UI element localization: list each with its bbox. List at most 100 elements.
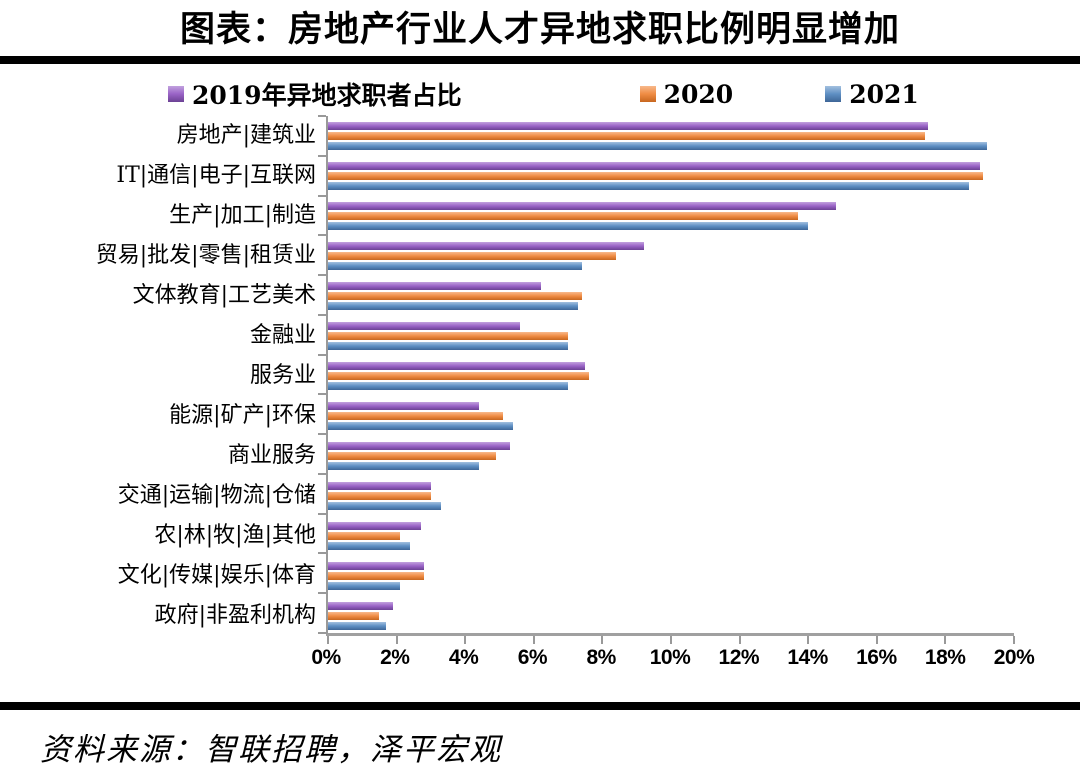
- bar-group: [328, 116, 1014, 156]
- x-axis-tick: [395, 636, 398, 644]
- bar-group: [328, 436, 1014, 476]
- y-axis-tick: [318, 194, 326, 197]
- bar-group: [328, 476, 1014, 516]
- bar-series-2020: [328, 372, 589, 380]
- y-axis-tick: [318, 353, 326, 356]
- bar-series-2020: [328, 292, 582, 300]
- x-axis-tick: [875, 636, 878, 644]
- plot-area: [318, 115, 1015, 644]
- x-axis-labels: 0% 2% 4% 6% 8% 10% 12% 14% 16% 18% 20%: [311, 646, 1034, 672]
- bar-series-2020: [328, 172, 984, 180]
- bar-series-2021: [328, 502, 442, 510]
- bar-group: [328, 356, 1014, 396]
- category-labels: 房地产|建筑业 IT|通信|电子|互联网 生产|加工|制造 贸易|批发|零售|租赁业文…: [0, 116, 326, 636]
- bar-group: [328, 516, 1014, 556]
- x-axis-tick: [1013, 636, 1015, 644]
- category-label: 房地产|建筑业: [176, 123, 316, 148]
- x-axis-label: 12%: [718, 646, 760, 669]
- x-axis-label: 16%: [856, 646, 897, 669]
- y-axis-tick: [318, 512, 326, 515]
- legend-label-2019: 2019年异地求职者占比: [192, 81, 462, 110]
- bar-series-2021: [328, 182, 970, 190]
- category-label: 能源|矿产|环保: [169, 403, 316, 428]
- y-axis-tick: [318, 592, 326, 595]
- legend-item-2019: 2019年异地求职者占比: [168, 76, 462, 112]
- x-axis-label: 0%: [311, 646, 341, 669]
- footer-rule: [0, 702, 1080, 710]
- legend-label-2021: 2021: [849, 79, 919, 109]
- x-axis-tick: [532, 636, 535, 644]
- bar-group: [328, 556, 1014, 596]
- x-axis-tick: [327, 636, 329, 644]
- page-title: 图表：房地产行业人才异地求职比例明显增加: [179, 9, 900, 50]
- x-axis-tick: [670, 636, 672, 644]
- bar-group: [328, 236, 1014, 276]
- bar-series-2019: [328, 482, 431, 490]
- bar-series-2020: [328, 252, 617, 260]
- legend-swatch-2021-icon: [825, 86, 842, 102]
- legend-label-2020: 2020: [663, 79, 734, 109]
- category-label: 农|林|牧|渔|其他: [154, 523, 316, 548]
- legend-item-2021: 2021: [825, 80, 919, 109]
- bar-series-2020: [328, 452, 497, 460]
- x-axis-label: 20%: [993, 646, 1035, 669]
- bar-series-2019: [328, 522, 421, 530]
- bar-series-2019: [328, 402, 479, 410]
- legend-swatch-2019-icon: [168, 86, 184, 102]
- bar-series-2021: [328, 462, 479, 470]
- bar-series-2020: [328, 332, 569, 340]
- bar-series-2020: [328, 492, 431, 500]
- y-axis-tick: [318, 313, 326, 316]
- y-axis-tick: [318, 234, 326, 237]
- bar-series-2019: [328, 562, 425, 570]
- y-axis-tick: [318, 154, 326, 157]
- y-axis-tick: [318, 552, 326, 555]
- category-label: IT|通信|电子|互联网: [116, 163, 316, 188]
- bar-series-2020: [328, 132, 925, 140]
- category-label: 商业服务: [227, 443, 316, 468]
- legend-swatch-2020-icon: [639, 86, 656, 102]
- y-axis-tick: [318, 632, 326, 634]
- bar-series-2019: [328, 442, 510, 450]
- chart-legend: 2019年异地求职者占比 2020 2021: [168, 78, 1080, 110]
- bar-series-2019: [328, 122, 929, 130]
- bar-series-2021: [328, 222, 809, 230]
- legend-item-2020: 2020: [639, 79, 734, 109]
- bar-series-2019: [328, 162, 980, 170]
- x-axis-label: 6%: [517, 646, 548, 669]
- x-axis-tick: [807, 636, 810, 644]
- y-axis-tick: [318, 274, 326, 277]
- source-note: 资料来源：智联招聘，泽平宏观: [40, 732, 502, 768]
- bar-series-2019: [328, 242, 644, 250]
- chart: 房地产|建筑业 IT|通信|电子|互联网 生产|加工|制造 贸易|批发|零售|租赁业文…: [0, 115, 1080, 644]
- bar-series-2021: [328, 622, 387, 630]
- bar-group: [328, 316, 1014, 356]
- y-axis-tick: [318, 472, 326, 475]
- x-axis-label: 2%: [380, 646, 410, 669]
- x-axis-tick: [944, 636, 947, 644]
- bar-series-2019: [328, 602, 394, 610]
- bar-series-2019: [328, 282, 541, 290]
- y-axis-tick: [318, 393, 326, 396]
- bar-group: [328, 156, 1014, 196]
- bar-group: [328, 196, 1014, 236]
- x-axis-label: 10%: [649, 646, 691, 669]
- bar-series-2021: [328, 582, 401, 590]
- bar-series-2021: [328, 542, 411, 550]
- bar-series-2019: [328, 322, 521, 330]
- category-label: 政府|非盈利机构: [154, 603, 316, 628]
- category-label: 生产|加工|制造: [169, 203, 316, 228]
- bar-series-2020: [328, 532, 401, 540]
- category-label: 交通|运输|物流|仓储: [117, 483, 316, 508]
- y-axis-tick: [318, 433, 326, 436]
- x-axis-label: 4%: [448, 646, 479, 669]
- x-axis-label: 8%: [586, 646, 617, 669]
- bar-series-2019: [328, 202, 836, 210]
- x-axis-tick: [601, 636, 604, 644]
- bar-series-2020: [328, 612, 380, 620]
- y-axis-tick: [318, 115, 326, 117]
- bar-series-2021: [328, 262, 582, 270]
- bar-series-2021: [328, 342, 569, 350]
- x-axis-label: 18%: [924, 646, 966, 669]
- category-label: 贸易|批发|零售|租赁业: [95, 243, 316, 268]
